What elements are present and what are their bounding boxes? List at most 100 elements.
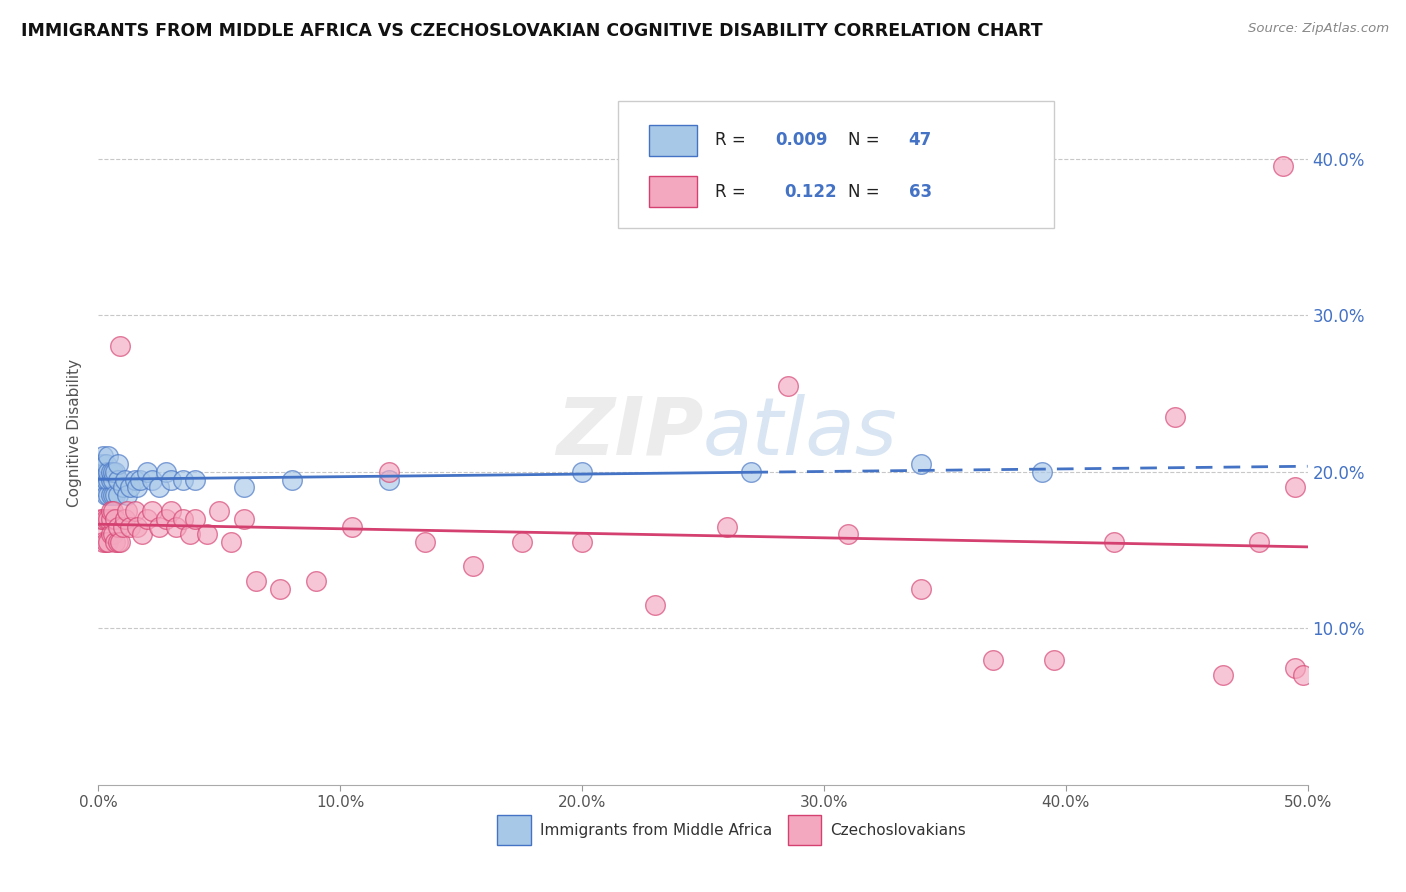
Text: N =: N = bbox=[848, 131, 884, 149]
Point bbox=[1042, 653, 1064, 667]
FancyBboxPatch shape bbox=[498, 815, 531, 845]
Point bbox=[91, 449, 114, 463]
Point bbox=[981, 653, 1004, 667]
FancyBboxPatch shape bbox=[648, 176, 697, 207]
Point bbox=[141, 504, 163, 518]
Point bbox=[910, 582, 932, 597]
Point bbox=[160, 473, 183, 487]
Point bbox=[100, 512, 122, 526]
Point bbox=[377, 473, 399, 487]
Text: R =: R = bbox=[716, 131, 751, 149]
Point bbox=[91, 457, 114, 471]
Point bbox=[740, 465, 762, 479]
Point bbox=[179, 527, 201, 541]
Point bbox=[221, 535, 243, 549]
Point bbox=[104, 465, 127, 479]
Point bbox=[91, 512, 114, 526]
Point bbox=[100, 527, 122, 541]
Point bbox=[160, 504, 183, 518]
Point bbox=[111, 480, 134, 494]
Point bbox=[97, 473, 120, 487]
Point bbox=[107, 488, 129, 502]
Point bbox=[91, 480, 114, 494]
Point bbox=[90, 519, 112, 533]
Text: R =: R = bbox=[716, 183, 756, 201]
Point bbox=[1284, 660, 1306, 674]
Point bbox=[1163, 409, 1185, 424]
Point bbox=[1292, 668, 1315, 682]
Point bbox=[114, 473, 136, 487]
Point bbox=[128, 473, 150, 487]
Point bbox=[108, 535, 131, 549]
Point bbox=[97, 535, 120, 549]
Point bbox=[837, 527, 859, 541]
Point bbox=[232, 480, 254, 494]
Text: IMMIGRANTS FROM MIDDLE AFRICA VS CZECHOSLOVAKIAN COGNITIVE DISABILITY CORRELATIO: IMMIGRANTS FROM MIDDLE AFRICA VS CZECHOS… bbox=[21, 22, 1043, 40]
Point bbox=[107, 473, 129, 487]
Point bbox=[377, 465, 399, 479]
Point bbox=[101, 527, 124, 541]
Point bbox=[91, 465, 114, 479]
Point bbox=[148, 480, 170, 494]
Point bbox=[245, 574, 267, 589]
Point bbox=[118, 519, 141, 533]
Point bbox=[94, 457, 117, 471]
Point bbox=[141, 473, 163, 487]
Text: Immigrants from Middle Africa: Immigrants from Middle Africa bbox=[540, 822, 772, 838]
Point bbox=[1212, 668, 1234, 682]
Point bbox=[111, 519, 134, 533]
Point bbox=[100, 488, 122, 502]
Point bbox=[571, 465, 593, 479]
Point bbox=[281, 473, 304, 487]
Point bbox=[94, 465, 117, 479]
Point bbox=[90, 457, 112, 471]
Point bbox=[117, 488, 139, 502]
Point bbox=[1031, 465, 1053, 479]
Point bbox=[716, 519, 738, 533]
Text: 47: 47 bbox=[908, 131, 932, 149]
Point bbox=[155, 512, 177, 526]
Point bbox=[1272, 160, 1295, 174]
Point bbox=[269, 582, 291, 597]
Point bbox=[184, 473, 207, 487]
Point bbox=[100, 504, 122, 518]
Point bbox=[118, 480, 141, 494]
Point bbox=[94, 473, 117, 487]
Text: ZIP: ZIP bbox=[555, 393, 703, 472]
Point bbox=[104, 512, 127, 526]
Point bbox=[571, 535, 593, 549]
Point bbox=[510, 535, 533, 549]
Point bbox=[172, 473, 194, 487]
Point bbox=[101, 473, 124, 487]
Y-axis label: Cognitive Disability: Cognitive Disability bbox=[67, 359, 83, 507]
Point bbox=[232, 512, 254, 526]
Text: Source: ZipAtlas.com: Source: ZipAtlas.com bbox=[1249, 22, 1389, 36]
Text: atlas: atlas bbox=[703, 393, 898, 472]
Point bbox=[100, 473, 122, 487]
Point bbox=[184, 512, 207, 526]
Point bbox=[97, 449, 120, 463]
Point bbox=[97, 465, 120, 479]
Point bbox=[463, 558, 485, 573]
Point bbox=[90, 465, 112, 479]
Point bbox=[101, 465, 124, 479]
Text: 0.009: 0.009 bbox=[776, 131, 828, 149]
Point bbox=[1102, 535, 1125, 549]
Point bbox=[107, 457, 129, 471]
Point bbox=[172, 512, 194, 526]
Point bbox=[94, 512, 117, 526]
Point bbox=[776, 378, 799, 392]
Text: N =: N = bbox=[848, 183, 884, 201]
Point bbox=[131, 527, 153, 541]
Point bbox=[90, 512, 112, 526]
Point bbox=[1284, 480, 1306, 494]
Point bbox=[342, 519, 364, 533]
Point bbox=[107, 519, 129, 533]
Text: 0.122: 0.122 bbox=[785, 183, 837, 201]
Text: 63: 63 bbox=[908, 183, 932, 201]
Text: Czechoslovakians: Czechoslovakians bbox=[830, 822, 966, 838]
Point bbox=[127, 480, 149, 494]
FancyBboxPatch shape bbox=[787, 815, 821, 845]
Point bbox=[127, 519, 149, 533]
Point bbox=[1249, 535, 1271, 549]
